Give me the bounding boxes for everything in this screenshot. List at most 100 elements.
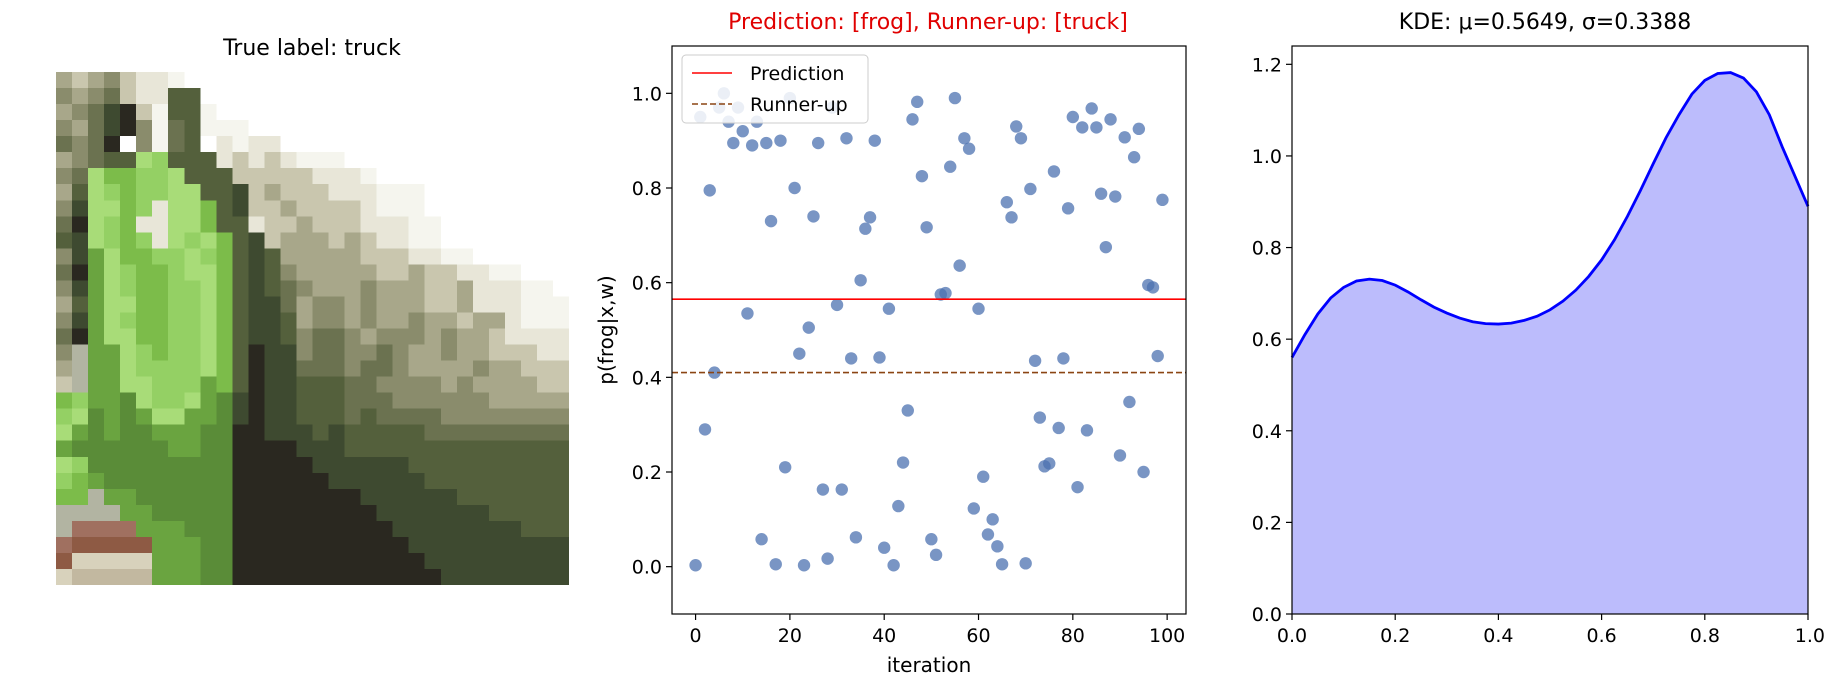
image-pixel <box>200 200 217 217</box>
image-pixel <box>344 504 361 522</box>
image-pixel <box>280 392 297 409</box>
image-pixel <box>344 328 361 345</box>
image-pixel <box>552 424 569 442</box>
image-pixel <box>504 168 522 185</box>
image-pixel <box>520 296 538 313</box>
image-pixel <box>88 488 105 506</box>
image-pixel <box>56 248 73 265</box>
image-pixel <box>264 184 281 201</box>
image-pixel <box>392 392 410 409</box>
kde-ytick-label: 0.2 <box>1252 512 1282 534</box>
image-pixel <box>344 200 361 217</box>
image-pixel <box>520 248 538 265</box>
image-pixel <box>456 296 474 313</box>
image-pixel <box>232 184 249 201</box>
image-pixel <box>376 152 393 169</box>
image-pixel <box>392 520 410 538</box>
image-pixel <box>408 504 426 522</box>
image-pixel <box>120 408 137 426</box>
image-pixel <box>120 296 137 313</box>
image-pixel <box>216 104 233 121</box>
scatter-point <box>948 91 962 105</box>
image-pixel <box>392 248 410 265</box>
scatter-frame <box>671 45 1187 615</box>
image-pixel <box>536 312 554 329</box>
image-pixel <box>360 360 377 377</box>
image-pixel <box>280 216 297 233</box>
image-pixel <box>184 488 201 506</box>
image-pixel <box>104 104 121 121</box>
kde-ytick-label: 0.6 <box>1252 329 1282 351</box>
image-pixel <box>104 488 121 506</box>
image-pixel <box>200 168 217 185</box>
image-pixel <box>376 568 393 585</box>
image-pixel <box>328 424 345 442</box>
image-pixel <box>456 488 474 506</box>
image-pixel <box>56 88 73 105</box>
image-pixel <box>280 120 297 137</box>
image-pixel <box>264 552 281 570</box>
image-pixel <box>328 216 345 233</box>
image-pixel <box>440 72 458 89</box>
kde-ytick-label: 0.8 <box>1252 238 1282 260</box>
image-pixel <box>376 280 393 297</box>
image-pixel <box>472 392 490 409</box>
image-pixel <box>504 472 522 490</box>
image-pixel <box>552 296 569 313</box>
image-pixel <box>104 120 121 137</box>
scatter-point <box>1099 240 1113 254</box>
image-pixel <box>264 88 281 105</box>
image-pixel <box>552 488 569 506</box>
image-pixel <box>232 552 249 570</box>
image-pixel <box>184 440 201 458</box>
image-pixel <box>232 408 249 426</box>
image-pixel <box>200 104 217 121</box>
image-pixel <box>536 104 554 121</box>
image-pixel <box>216 456 233 474</box>
image-pixel <box>472 200 490 217</box>
image-pixel <box>264 264 281 281</box>
image-pixel <box>488 184 506 201</box>
image-pixel <box>392 72 410 89</box>
image-pixel <box>552 136 569 153</box>
image-pixel <box>280 424 297 442</box>
image-pixel <box>216 184 233 201</box>
image-pixel <box>504 72 522 89</box>
image-pixel <box>536 280 554 297</box>
image-pixel <box>312 456 329 474</box>
image-pixel <box>456 408 474 426</box>
image-pixel <box>520 104 538 121</box>
image-pixel <box>216 488 233 506</box>
image-pixel <box>200 488 217 506</box>
scatter-point <box>967 502 980 515</box>
scatter-point <box>995 558 1009 571</box>
scatter-legend: Prediction Runner-up <box>681 54 869 124</box>
image-pixel <box>168 88 185 105</box>
image-pixel <box>504 488 522 506</box>
image-pixel <box>376 472 393 490</box>
image-pixel <box>296 344 313 361</box>
image-pixel <box>264 248 281 265</box>
image-pixel <box>504 200 522 217</box>
image-pixel <box>200 408 217 426</box>
image-pixel <box>104 312 121 329</box>
image-pixel <box>168 408 185 426</box>
scatter-point <box>1085 102 1098 115</box>
scatter-point <box>972 302 985 315</box>
image-pixel <box>520 392 538 409</box>
image-pixel <box>248 472 265 490</box>
image-pixel <box>456 88 474 105</box>
image-pixel <box>488 200 506 217</box>
image-pixel <box>456 536 474 554</box>
image-pixel <box>536 184 554 201</box>
scatter-xlabel: iteration <box>887 653 972 677</box>
image-pixel <box>152 136 169 153</box>
image-pixel <box>152 216 169 233</box>
image-pixel <box>360 440 377 458</box>
image-pixel <box>424 376 442 393</box>
image-pixel <box>488 472 506 490</box>
image-pixel <box>536 264 554 281</box>
image-pixel <box>312 312 329 329</box>
image-pixel <box>72 456 89 474</box>
scatter-point <box>1028 354 1042 367</box>
